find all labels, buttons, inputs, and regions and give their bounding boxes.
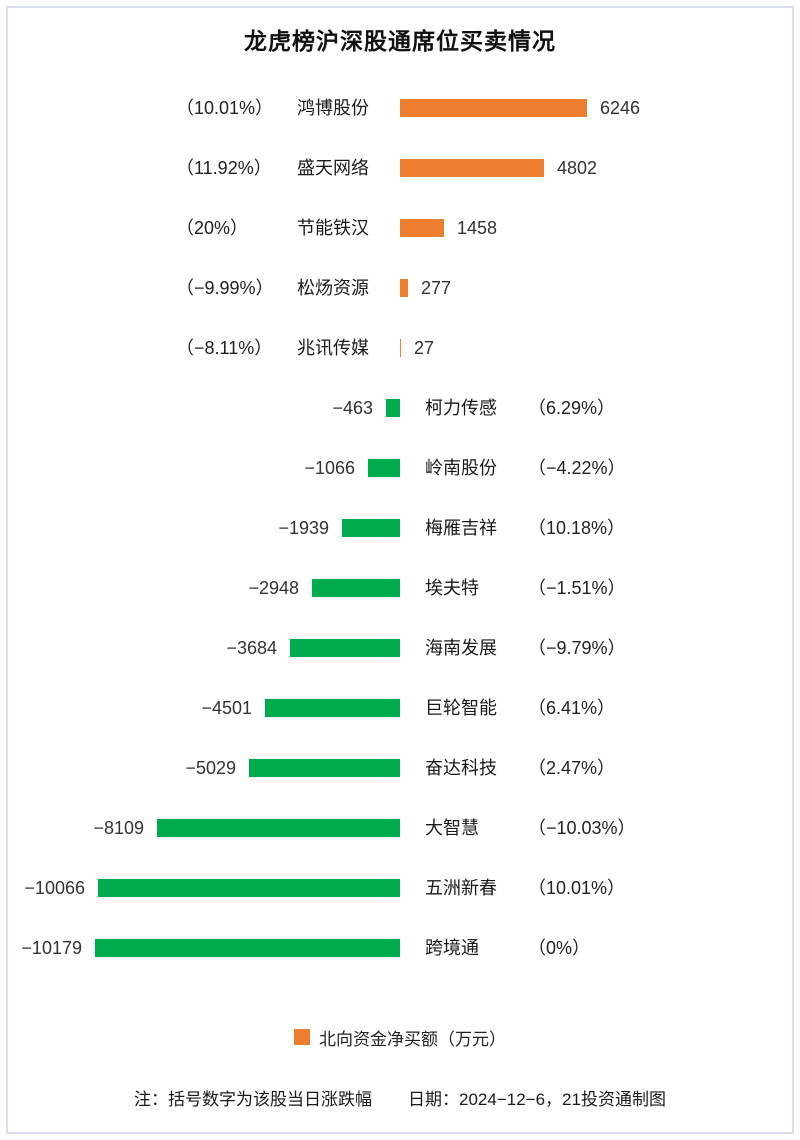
bar-row: （2.47%） 奋达科技 −5029 <box>0 738 800 798</box>
value-label: 6246 <box>600 98 641 118</box>
stock-name: 松炀资源 <box>297 278 369 298</box>
bar-row: （10.01%） 五洲新春 −10066 <box>0 858 800 918</box>
bar-segment <box>400 339 401 357</box>
stock-name: 奋达科技 <box>425 758 497 778</box>
bar-segment <box>290 639 400 657</box>
stock-name: 海南发展 <box>425 638 497 658</box>
stock-name: 节能铁汉 <box>297 218 369 238</box>
bar-segment <box>400 159 544 177</box>
legend-swatch <box>294 1029 310 1045</box>
value-label: −463 <box>332 398 373 418</box>
bar-row: （−9.79%） 海南发展 −3684 <box>0 618 800 678</box>
stock-name: 盛天网络 <box>297 158 369 178</box>
pct-label: （11.92%） <box>176 158 272 178</box>
bar-row: （10.18%） 梅雁吉祥 −1939 <box>0 498 800 558</box>
pct-label: （6.41%） <box>528 698 616 718</box>
bar-row: （20%） 节能铁汉 1458 <box>0 198 800 258</box>
bar-segment <box>265 699 400 717</box>
bar-row: （−4.22%） 岭南股份 −1066 <box>0 438 800 498</box>
value-label: −10179 <box>21 938 82 958</box>
footer-note: 注：括号数字为该股当日涨跌幅 <box>134 1089 373 1109</box>
value-label: −1066 <box>304 458 355 478</box>
bar-row: （10.01%） 鸿博股份 6246 <box>0 78 800 138</box>
stock-name: 鸿博股份 <box>297 98 369 118</box>
stock-name: 巨轮智能 <box>425 698 497 718</box>
bar-segment <box>400 279 408 297</box>
bar-row: （6.29%） 柯力传感 −463 <box>0 378 800 438</box>
bar-row: （6.41%） 巨轮智能 −4501 <box>0 678 800 738</box>
bar-segment <box>400 219 444 237</box>
bar-segment <box>95 939 400 957</box>
pct-label: （10.01%） <box>528 878 626 898</box>
bar-segment <box>98 879 400 897</box>
pct-label: （0%） <box>528 938 591 958</box>
pct-label: （10.18%） <box>528 518 626 538</box>
legend: 北向资金净买额（万元） <box>0 1022 800 1052</box>
value-label: −10066 <box>24 878 85 898</box>
pct-label: （−1.51%） <box>528 578 626 598</box>
chart-title: 龙虎榜沪深股通席位买卖情况 <box>244 28 556 54</box>
pct-label: （−4.22%） <box>528 458 626 478</box>
bar-segment <box>386 399 400 417</box>
bar-segment <box>312 579 400 597</box>
value-label: 27 <box>414 338 435 358</box>
bar-rows: （10.01%） 鸿博股份 6246 （11.92%） 盛天网络 4802 （2… <box>0 78 800 978</box>
bar-row: （−9.99%） 松炀资源 277 <box>0 258 800 318</box>
value-label: −1939 <box>278 518 329 538</box>
legend-label: 北向资金净买额（万元） <box>319 1029 506 1049</box>
bar-segment <box>342 519 400 537</box>
stock-name: 大智慧 <box>425 818 479 838</box>
bar-segment <box>157 819 400 837</box>
bar-row: （11.92%） 盛天网络 4802 <box>0 138 800 198</box>
stock-name: 兆讯传媒 <box>297 338 369 358</box>
pct-label: （2.47%） <box>528 758 616 778</box>
pct-label: （6.29%） <box>528 398 616 418</box>
value-label: 277 <box>421 278 452 298</box>
footer: 注：括号数字为该股当日涨跌幅 日期：2024−12−6，21投资通制图 <box>0 1082 800 1112</box>
bar-segment <box>368 459 400 477</box>
pct-label: （−8.11%） <box>176 338 273 358</box>
pct-label: （−10.03%） <box>528 818 636 838</box>
bar-segment <box>400 99 587 117</box>
value-label: 4802 <box>557 158 598 178</box>
bar-row: （−1.51%） 埃夫特 −2948 <box>0 558 800 618</box>
pct-label: （−9.99%） <box>176 278 274 298</box>
bar-segment <box>249 759 400 777</box>
bar-row: （−10.03%） 大智慧 −8109 <box>0 798 800 858</box>
pct-label: （20%） <box>176 218 249 238</box>
value-label: −2948 <box>248 578 299 598</box>
bar-row: （−8.11%） 兆讯传媒 27 <box>0 318 800 378</box>
stock-name: 梅雁吉祥 <box>425 518 497 538</box>
stock-name: 岭南股份 <box>425 458 497 478</box>
value-label: −4501 <box>201 698 252 718</box>
bar-row: （0%） 跨境通 −10179 <box>0 918 800 978</box>
stock-name: 柯力传感 <box>425 398 497 418</box>
pct-label: （−9.79%） <box>528 638 626 658</box>
stock-name: 跨境通 <box>425 938 479 958</box>
value-label: 1458 <box>457 218 498 238</box>
value-label: −8109 <box>93 818 144 838</box>
value-label: −5029 <box>185 758 236 778</box>
footer-credit: 日期：2024−12−6，21投资通制图 <box>408 1089 666 1109</box>
stock-name: 埃夫特 <box>425 578 479 598</box>
stock-name: 五洲新春 <box>425 878 497 898</box>
value-label: −3684 <box>226 638 277 658</box>
pct-label: （10.01%） <box>176 98 274 118</box>
